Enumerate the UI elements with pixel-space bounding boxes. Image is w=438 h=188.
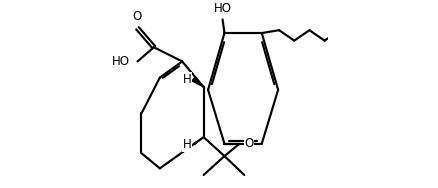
Text: H: H xyxy=(183,73,191,86)
Text: HO: HO xyxy=(112,55,130,68)
Polygon shape xyxy=(192,78,204,87)
Text: O: O xyxy=(133,10,142,23)
Text: H: H xyxy=(183,138,191,151)
Text: O: O xyxy=(244,137,253,150)
Text: HO: HO xyxy=(214,2,232,15)
